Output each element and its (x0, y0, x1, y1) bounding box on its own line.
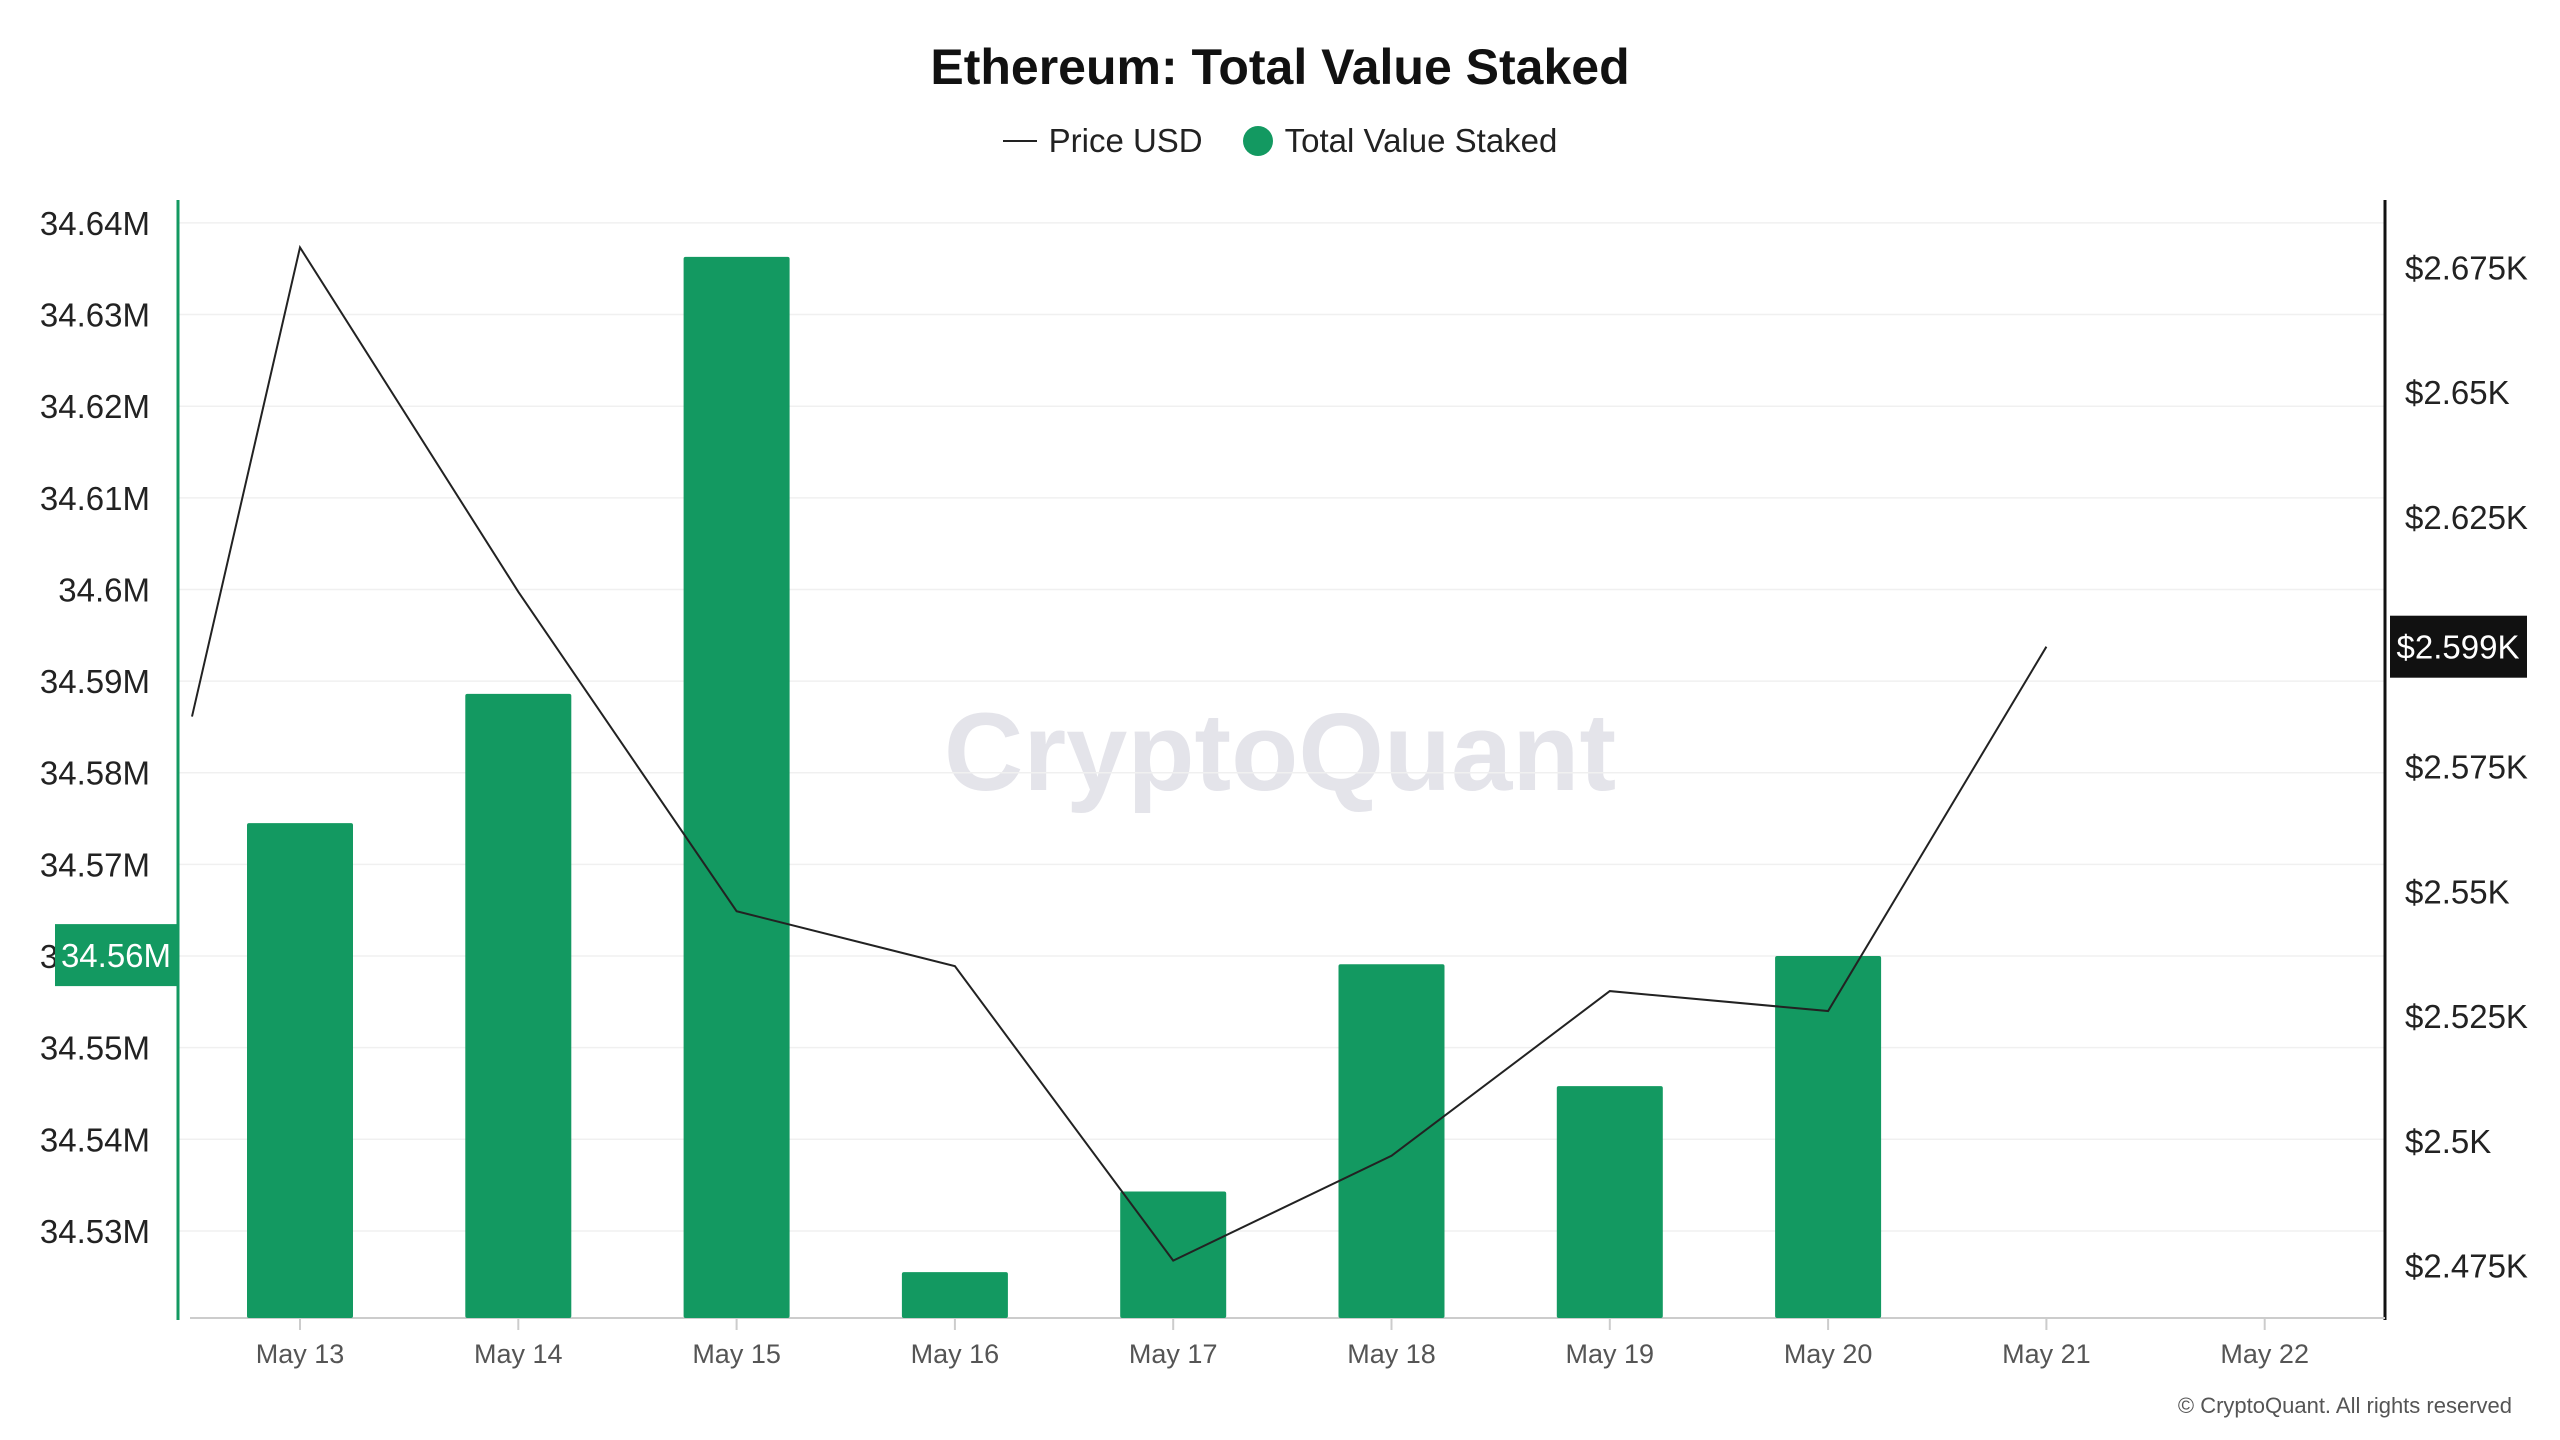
y-right-tick-label: $2.65K (2405, 374, 2510, 411)
y-right-tick-label: $2.625K (2405, 499, 2528, 536)
legend-label-staked: Total Value Staked (1284, 122, 1558, 159)
y-left-tick-label: 34.64M (40, 205, 150, 242)
copyright-text: © CryptoQuant. All rights reserved (2177, 1393, 2512, 1418)
y-right-tick-label: $2.575K (2405, 748, 2528, 785)
y-right-tick-label: $2.55K (2405, 873, 2510, 910)
y-right-tick-label: $2.5K (2405, 1123, 2491, 1160)
y-left-tick-label: 34.57M (40, 846, 150, 883)
y-left-highlight-box (55, 924, 178, 987)
y-left-tick-label: 34.62M (40, 388, 150, 425)
x-tick-label: May 13 (256, 1339, 345, 1369)
x-tick-label: May 19 (1566, 1339, 1655, 1369)
bar-total-value-staked[interactable] (683, 256, 790, 1318)
legend-line-icon (1002, 140, 1037, 142)
legend-label-price: Price USD (1048, 122, 1203, 159)
bar-total-value-staked[interactable] (247, 823, 353, 1318)
bar-total-value-staked[interactable] (1120, 1191, 1227, 1318)
x-tick-label: May 16 (911, 1339, 1000, 1369)
y-left-tick-label: 34.6M (58, 571, 150, 608)
watermark-text: CryptoQuant (944, 691, 1616, 814)
legend-dot-icon (1242, 126, 1273, 156)
bar-total-value-staked[interactable] (1338, 964, 1445, 1318)
y-left-tick-label: 34.54M (40, 1121, 150, 1158)
x-tick-label: May 22 (2220, 1339, 2309, 1369)
y-left-tick-label: 34.58M (40, 755, 150, 792)
y-right-tick-label: $2.475K (2405, 1248, 2528, 1285)
x-tick-label: May 20 (1784, 1339, 1873, 1369)
x-tick-label: May 15 (692, 1339, 781, 1369)
y-left-highlight-label: 34.56M (61, 937, 171, 974)
y-left-tick-label: 34.53M (40, 1213, 150, 1250)
x-tick-label: May 21 (2002, 1339, 2091, 1369)
x-tick-label: May 18 (1347, 1339, 1436, 1369)
chart-legend: Price USD Total Value Staked (0, 122, 2560, 160)
x-tick-label: May 14 (474, 1339, 563, 1369)
y-left-tick-label: 34.59M (40, 663, 150, 700)
legend-item-staked[interactable]: Total Value Staked (1242, 122, 1558, 160)
bar-total-value-staked[interactable] (465, 693, 572, 1318)
bar-total-value-staked[interactable] (1775, 956, 1882, 1318)
y-left-tick-label: 34.63M (40, 297, 150, 334)
y-left-tick-label: 34.55M (40, 1030, 150, 1067)
y-right-tick-label: $2.525K (2405, 998, 2528, 1035)
y-right-highlight-box (2390, 615, 2527, 678)
y-left-tick-label: 34.61M (40, 480, 150, 517)
bar-total-value-staked[interactable] (1556, 1086, 1663, 1318)
price-usd-line[interactable] (191, 244, 2048, 1262)
y-right-tick-label: $2.675K (2405, 249, 2528, 286)
bar-total-value-staked[interactable] (901, 1272, 1008, 1318)
legend-item-price[interactable]: Price USD (1002, 122, 1203, 160)
y-right-highlight-label: $2.599K (2397, 629, 2520, 666)
x-tick-label: May 17 (1129, 1339, 1218, 1369)
chart-title: Ethereum: Total Value Staked (930, 39, 1630, 95)
